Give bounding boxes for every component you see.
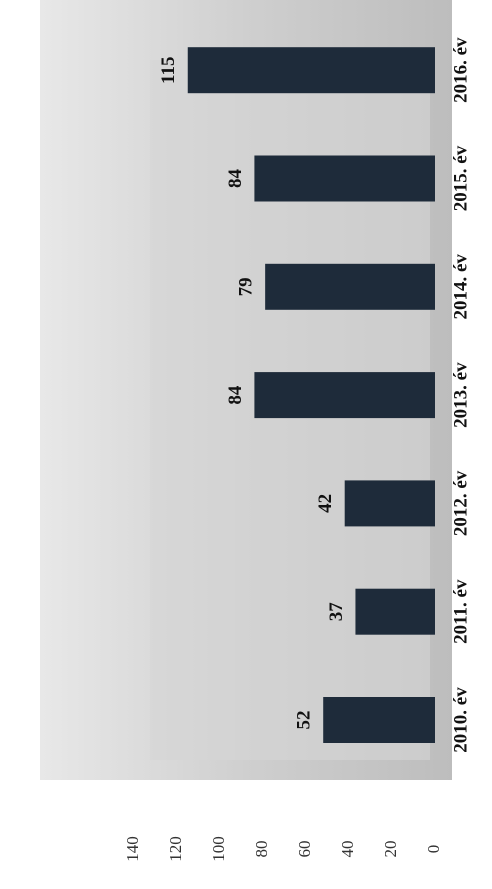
x-tick-label: 2012. év (450, 470, 471, 536)
y-tick-label: 120 (166, 836, 185, 862)
y-tick-label: 140 (123, 836, 142, 862)
value-label: 84 (225, 169, 246, 189)
value-label: 42 (315, 494, 336, 513)
value-label: 37 (326, 602, 347, 622)
value-label: 52 (294, 711, 315, 730)
bar (254, 155, 435, 202)
y-tick-label: 40 (338, 841, 357, 858)
bar (344, 480, 436, 527)
y-tick-label: 80 (252, 841, 271, 858)
y-tick-label: 100 (209, 836, 228, 862)
bar (254, 372, 435, 419)
bar (265, 263, 435, 310)
x-tick-label: 2014. év (450, 254, 471, 320)
y-tick-label: 60 (295, 841, 314, 858)
value-label: 79 (236, 277, 257, 296)
value-label: 115 (158, 56, 179, 83)
y-tick-label: 20 (381, 841, 400, 858)
rotated-plot: 0 20 40 60 80 100 120 140 2010. év 52 2011. év 37 20… (123, 37, 471, 862)
bar (355, 588, 436, 635)
value-label: 84 (225, 385, 246, 405)
x-tick-label: 2015. év (450, 145, 471, 211)
x-tick-label: 2013. év (450, 362, 471, 428)
bar (187, 47, 435, 94)
x-tick-label: 2016. év (450, 37, 471, 103)
y-tick-label: 0 (424, 845, 443, 854)
x-tick-label: 2011. év (450, 579, 471, 644)
x-tick-label: 2010. év (450, 687, 471, 753)
bar (323, 697, 436, 743)
